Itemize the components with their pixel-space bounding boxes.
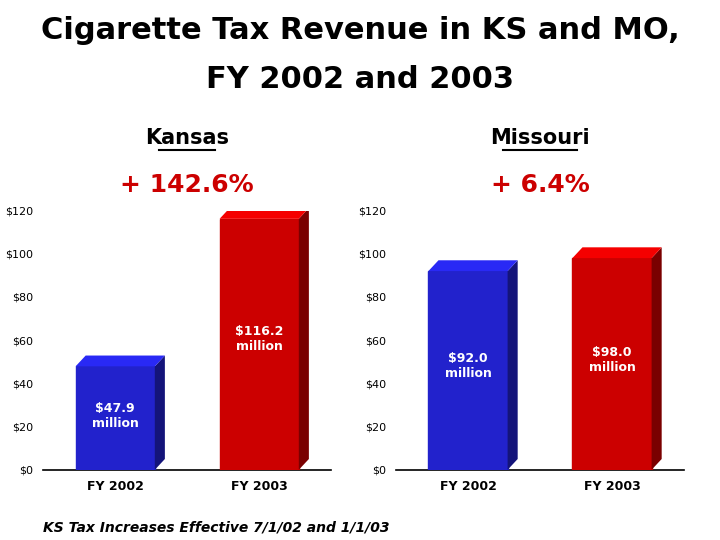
Polygon shape: [76, 355, 165, 366]
Text: Kansas: Kansas: [145, 129, 229, 148]
Text: + 6.4%: + 6.4%: [490, 173, 590, 197]
Text: FY 2002 and 2003: FY 2002 and 2003: [206, 65, 514, 94]
Text: $92.0
million: $92.0 million: [444, 353, 492, 381]
Polygon shape: [508, 260, 518, 470]
Bar: [428, 271, 508, 470]
Polygon shape: [652, 247, 662, 470]
Polygon shape: [155, 355, 165, 470]
Polygon shape: [572, 247, 662, 258]
Polygon shape: [428, 260, 518, 271]
Text: + 142.6%: + 142.6%: [120, 173, 254, 197]
Text: Cigarette Tax Revenue in KS and MO,: Cigarette Tax Revenue in KS and MO,: [40, 16, 680, 45]
Text: $98.0
million: $98.0 million: [588, 346, 636, 374]
Polygon shape: [299, 208, 309, 470]
Text: Missouri: Missouri: [490, 129, 590, 148]
Text: $47.9
million: $47.9 million: [91, 402, 139, 430]
Bar: [76, 366, 155, 470]
Polygon shape: [220, 208, 309, 219]
Text: $116.2
million: $116.2 million: [235, 325, 284, 353]
Bar: [220, 219, 299, 470]
Bar: [572, 258, 652, 470]
Text: KS Tax Increases Effective 7/1/02 and 1/1/03: KS Tax Increases Effective 7/1/02 and 1/…: [43, 521, 390, 535]
